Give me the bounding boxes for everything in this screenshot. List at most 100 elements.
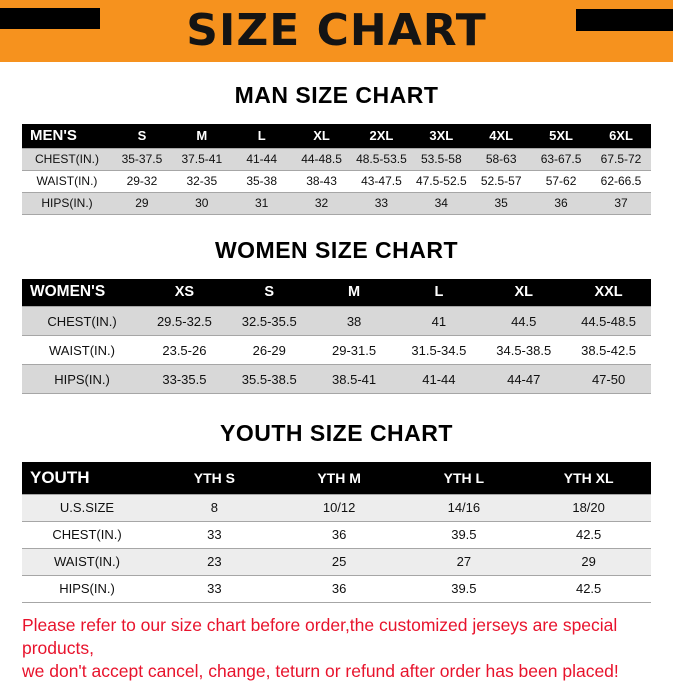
size-column-header: 4XL: [471, 124, 532, 148]
row-label: HIPS(IN.): [22, 364, 142, 394]
size-value-cell: 58-63: [471, 147, 532, 171]
size-column-header: XS: [142, 278, 227, 307]
size-value-cell: 33-35.5: [142, 364, 227, 394]
row-label: U.S.SIZE: [22, 493, 152, 522]
table-header-row: WOMEN'S XS S M L XL XXL: [22, 278, 651, 307]
table-corner-header: MEN'S: [22, 124, 112, 148]
size-value-cell: 33: [152, 574, 277, 603]
size-value-cell: 39.5: [401, 520, 527, 549]
size-column-header: M: [171, 124, 232, 148]
size-value-cell: 23.5-26: [142, 335, 227, 365]
size-value-cell: 63-67.5: [531, 147, 591, 171]
row-label: WAIST(IN.): [22, 547, 152, 576]
youth-section: YOUTH SIZE CHART YOUTH YTH S YTH M YTH L YTH…: [0, 420, 673, 603]
size-value-cell: 48.5-53.5: [351, 147, 412, 171]
size-value-cell: 8: [152, 493, 277, 522]
size-column-header: M: [311, 278, 397, 307]
size-value-cell: 38.5-41: [311, 364, 397, 394]
size-value-cell: 38-43: [291, 169, 352, 193]
size-value-cell: 38.5-42.5: [566, 335, 651, 365]
size-value-cell: 39.5: [401, 574, 527, 603]
size-column-header: XL: [291, 124, 352, 148]
size-value-cell: 34: [411, 191, 472, 215]
size-column-header: S: [226, 278, 312, 307]
size-value-cell: 36: [276, 574, 402, 603]
row-label: CHEST(IN.): [22, 147, 112, 171]
size-value-cell: 57-62: [531, 169, 591, 193]
size-value-cell: 29-32: [112, 169, 172, 193]
size-column-header: 6XL: [591, 124, 651, 148]
size-value-cell: 33: [351, 191, 412, 215]
size-column-header: YTH S: [152, 462, 277, 494]
size-value-cell: 41: [396, 306, 482, 336]
size-value-cell: 41-44: [396, 364, 482, 394]
table-row: WAIST(IN.) 29-32 32-35 35-38 38-43 43-47.5 47.…: [22, 169, 651, 193]
size-value-cell: 38: [311, 306, 397, 336]
table-row: WAIST(IN.) 23.5-26 26-29 29-31.5 31.5-34.5 34…: [22, 335, 651, 365]
size-value-cell: 23: [152, 547, 277, 576]
size-column-header: 2XL: [351, 124, 412, 148]
size-value-cell: 32.5-35.5: [226, 306, 312, 336]
size-column-header: 5XL: [531, 124, 591, 148]
size-column-header: S: [112, 124, 172, 148]
men-section: MAN SIZE CHART MEN'S S M L XL 2XL 3XL 4XL 5XL 6XL…: [0, 82, 673, 215]
size-value-cell: 33: [152, 520, 277, 549]
size-value-cell: 52.5-57: [471, 169, 532, 193]
table-row: HIPS(IN.) 33-35.5 35.5-38.5 38.5-41 41-44 44-…: [22, 364, 651, 394]
size-value-cell: 42.5: [526, 520, 651, 549]
size-value-cell: 26-29: [226, 335, 312, 365]
table-row: HIPS(IN.) 29 30 31 32 33 34 35 36 37: [22, 191, 651, 215]
size-value-cell: 43-47.5: [351, 169, 412, 193]
table-row: CHEST(IN.) 35-37.5 37.5-41 41-44 44-48.5 48.5…: [22, 147, 651, 171]
size-value-cell: 25: [276, 547, 402, 576]
size-value-cell: 32-35: [171, 169, 232, 193]
women-section: WOMEN SIZE CHART WOMEN'S XS S M L XL XXL CHEST(…: [0, 236, 673, 394]
footer-line-2: we don't accept cancel, change, teturn o…: [22, 660, 619, 681]
size-value-cell: 35-37.5: [112, 147, 172, 171]
size-value-cell: 14/16: [401, 493, 527, 522]
table-row: CHEST(IN.) 29.5-32.5 32.5-35.5 38 41 44.5 44.5…: [22, 306, 651, 336]
size-column-header: L: [231, 124, 292, 148]
youth-section-heading: YOUTH SIZE CHART: [220, 420, 453, 446]
youth-size-table: YOUTH YTH S YTH M YTH L YTH XL U.S.SIZE 8 10/12…: [22, 462, 651, 603]
size-value-cell: 42.5: [526, 574, 651, 603]
women-section-heading: WOMEN SIZE CHART: [214, 236, 459, 263]
row-label: CHEST(IN.): [22, 520, 152, 549]
size-value-cell: 29-31.5: [311, 335, 397, 365]
row-label: WAIST(IN.): [22, 169, 112, 193]
size-value-cell: 44-48.5: [291, 147, 352, 171]
size-column-header: YTH XL: [526, 462, 651, 494]
size-value-cell: 36: [276, 520, 402, 549]
size-value-cell: 44.5-48.5: [566, 306, 651, 336]
size-value-cell: 37: [591, 191, 651, 215]
size-value-cell: 29.5-32.5: [142, 306, 227, 336]
size-value-cell: 18/20: [526, 493, 651, 522]
size-value-cell: 44.5: [481, 306, 567, 336]
table-row: HIPS(IN.) 33 36 39.5 42.5: [22, 574, 651, 603]
size-value-cell: 36: [531, 191, 591, 215]
size-column-header: XL: [481, 278, 567, 307]
row-label: WAIST(IN.): [22, 335, 142, 365]
footer-note: Please refer to our size chart before or…: [22, 614, 673, 683]
size-value-cell: 35-38: [231, 169, 292, 193]
size-value-cell: 32: [291, 191, 352, 215]
size-value-cell: 62-66.5: [591, 169, 651, 193]
men-section-heading: MAN SIZE CHART: [234, 82, 439, 108]
size-column-header: 3XL: [411, 124, 472, 148]
size-value-cell: 35: [471, 191, 532, 215]
size-value-cell: 47.5-52.5: [411, 169, 472, 193]
size-value-cell: 29: [112, 191, 172, 215]
size-value-cell: 53.5-58: [411, 147, 472, 171]
size-column-header: XXL: [566, 278, 651, 307]
table-corner-header: WOMEN'S: [22, 278, 142, 307]
size-value-cell: 31.5-34.5: [396, 335, 482, 365]
women-size-table: WOMEN'S XS S M L XL XXL CHEST(IN.) 29.5-32.5 32.5…: [22, 278, 651, 394]
size-value-cell: 29: [526, 547, 651, 576]
table-corner-header: YOUTH: [22, 462, 152, 494]
size-value-cell: 37.5-41: [171, 147, 232, 171]
table-row: CHEST(IN.) 33 36 39.5 42.5: [22, 520, 651, 549]
table-row: U.S.SIZE 8 10/12 14/16 18/20: [22, 493, 651, 522]
size-value-cell: 67.5-72: [591, 147, 651, 171]
row-label: CHEST(IN.): [22, 306, 142, 336]
size-value-cell: 47-50: [566, 364, 651, 394]
